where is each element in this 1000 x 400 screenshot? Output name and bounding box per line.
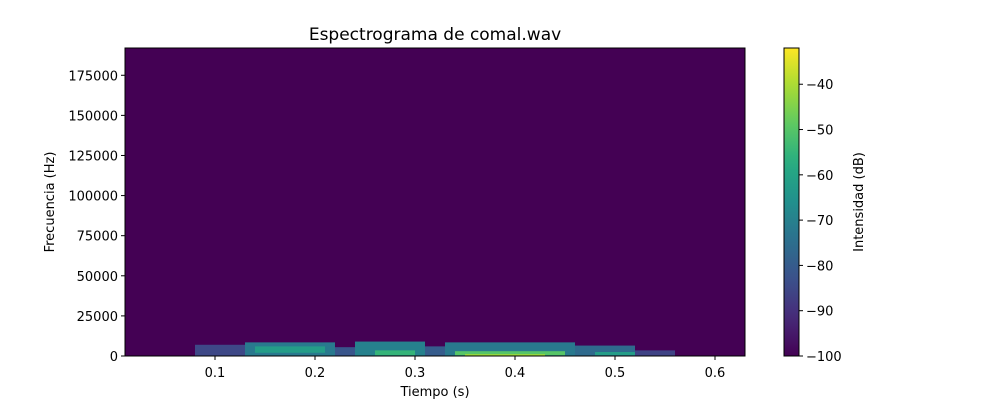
y-tick-label: 0 — [110, 350, 118, 365]
spectrogram-band — [575, 345, 635, 356]
y-tick-label: 125000 — [68, 149, 118, 164]
spectrogram-band — [425, 346, 445, 356]
x-tick-label: 0.5 — [605, 366, 626, 381]
spectrogram-band — [635, 350, 675, 356]
spectrogram-background — [125, 48, 745, 356]
spectrogram-band — [195, 344, 245, 356]
spectrogram-band — [375, 350, 415, 356]
y-axis: 0 25000 50000 75000 100000 125000 150000 175000 — [68, 69, 125, 365]
spectrogram-band — [335, 347, 355, 356]
x-axis-label: Tiempo (s) — [399, 385, 469, 400]
colorbar: −100 −90 −80 −70 −60 −50 −40 — [783, 47, 842, 365]
spectrogram-band — [465, 354, 545, 356]
colorbar-tick-label: −70 — [806, 214, 833, 229]
y-tick-label: 100000 — [68, 190, 118, 205]
y-tick-label: 175000 — [68, 69, 118, 84]
y-axis-label: Frecuencia (Hz) — [43, 152, 58, 253]
y-tick-label: 50000 — [77, 270, 118, 285]
x-tick-label: 0.6 — [705, 366, 726, 381]
y-tick-label: 75000 — [77, 230, 118, 245]
spectrogram-band — [595, 351, 635, 356]
colorbar-tick-label: −90 — [806, 305, 833, 320]
chart-title: Espectrograma de comal.wav — [309, 25, 561, 45]
x-tick-label: 0.1 — [205, 366, 226, 381]
x-tick-label: 0.3 — [405, 366, 426, 381]
colorbar-label: Intensidad (dB) — [852, 152, 867, 252]
x-tick-label: 0.2 — [305, 366, 326, 381]
colorbar-tick-label: −100 — [806, 350, 842, 365]
colorbar-tick-label: −50 — [806, 124, 833, 139]
x-tick-label: 0.4 — [505, 366, 526, 381]
colorbar-tick-label: −40 — [806, 78, 833, 93]
y-tick-label: 150000 — [68, 109, 118, 124]
colorbar-tick-label: −80 — [806, 259, 833, 274]
colorbar-tick-label: −60 — [806, 169, 833, 184]
spectrogram-band — [255, 346, 325, 353]
x-axis: 0.1 0.2 0.3 0.4 0.5 0.6 — [205, 356, 726, 381]
spectrogram-band — [455, 351, 565, 356]
spectrogram-plot-area — [124, 47, 746, 357]
y-tick-label: 25000 — [77, 310, 118, 325]
colorbar-gradient — [783, 47, 800, 357]
plot-frame — [124, 47, 746, 357]
